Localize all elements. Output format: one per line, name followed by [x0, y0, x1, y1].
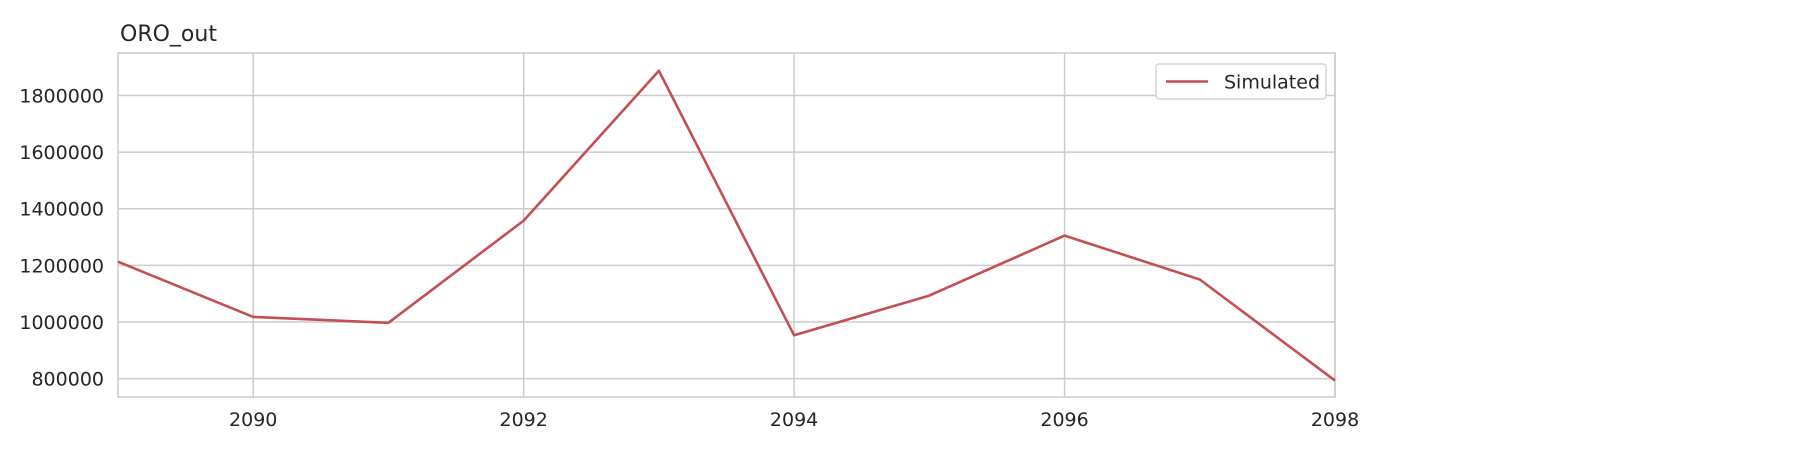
y-tick-label: 1200000 [19, 255, 104, 277]
x-tick-label: 2090 [229, 409, 277, 431]
y-tick-label: 1400000 [19, 199, 104, 221]
series-layer [117, 69, 1336, 382]
grid-lines [118, 53, 1336, 397]
x-axis-ticks: 2090 2092 2094 2096 2098 [229, 409, 1359, 431]
series-line-simulated [117, 69, 1336, 382]
legend: Simulated [1155, 63, 1327, 100]
x-tick-label: 2092 [499, 409, 547, 431]
x-tick-label: 2098 [1311, 409, 1359, 431]
y-axis-ticks: 800000 1000000 1200000 1400000 1600000 180000… [19, 85, 104, 390]
legend-label-simulated: Simulated [1224, 72, 1320, 94]
y-tick-label: 1800000 [19, 85, 104, 107]
x-tick-label: 2094 [770, 409, 818, 431]
plot-area-frame [117, 52, 1336, 398]
legend-box [1155, 63, 1327, 100]
y-tick-label: 800000 [31, 369, 104, 391]
x-tick-label: 2096 [1040, 409, 1088, 431]
y-tick-label: 1000000 [19, 312, 104, 334]
y-tick-label: 1600000 [19, 142, 104, 164]
chart-title: ORO_out [120, 22, 217, 47]
